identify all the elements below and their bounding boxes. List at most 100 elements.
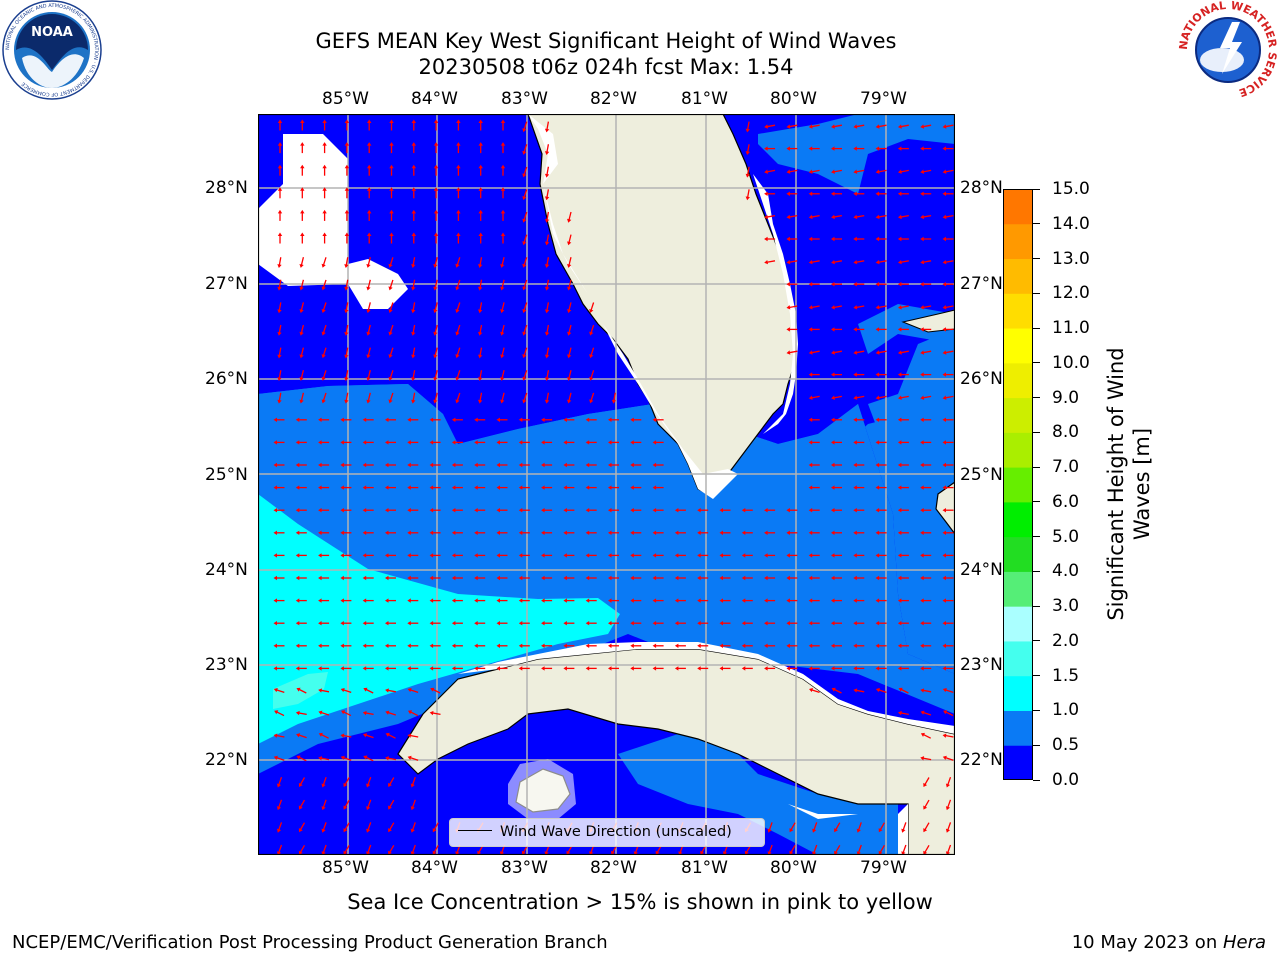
wave-direction-arrow <box>496 553 508 558</box>
wave-direction-arrow <box>920 485 932 490</box>
wave-direction-arrow <box>853 688 865 693</box>
wave-direction-arrow <box>831 372 842 377</box>
wave-direction-arrow <box>344 392 349 404</box>
wave-direction-arrow <box>630 666 642 671</box>
wave-direction-arrow <box>920 440 932 445</box>
wave-direction-arrow <box>298 777 306 788</box>
wave-direction-arrow <box>411 187 416 199</box>
wave-direction-arrow <box>388 799 395 810</box>
wave-direction-arrow <box>808 530 820 535</box>
wave-direction-arrow <box>343 822 350 833</box>
wave-direction-arrow <box>764 508 776 513</box>
wave-direction-arrow <box>945 776 952 788</box>
wave-direction-arrow <box>808 575 820 581</box>
wave-direction-arrow <box>764 666 776 671</box>
lat-tick-right: 22°N <box>960 750 1003 770</box>
no-data-gulf <box>258 134 408 309</box>
wave-direction-arrow <box>518 462 530 468</box>
wave-direction-arrow <box>433 187 439 199</box>
wave-direction-arrow <box>875 440 887 445</box>
wave-direction-arrow <box>522 347 528 359</box>
wave-direction-arrow <box>277 324 282 336</box>
wave-direction-arrow <box>943 710 954 717</box>
lat-tick-right: 25°N <box>960 465 1003 485</box>
wave-direction-arrow <box>652 575 664 581</box>
wave-direction-arrow <box>318 666 330 671</box>
wave-direction-arrow <box>875 282 887 287</box>
colorbar-segment <box>1003 362 1033 399</box>
wave-direction-arrow <box>518 530 530 535</box>
wave-direction-arrow <box>385 530 396 535</box>
wave-direction-arrow <box>563 508 575 513</box>
wave-direction-arrow <box>942 530 954 535</box>
wave-direction-arrow <box>496 530 508 535</box>
wave-direction-arrow <box>478 257 483 269</box>
wave-direction-arrow <box>563 598 575 603</box>
wave-direction-arrow <box>277 142 283 154</box>
wave-direction-arrow <box>344 232 350 244</box>
colorbar-tick-label: 14.0 <box>1052 213 1090 234</box>
wave-direction-arrow <box>295 462 307 468</box>
wave-direction-arrow <box>942 485 954 490</box>
wave-direction-arrow <box>853 327 865 332</box>
wave-direction-arrow <box>407 755 419 761</box>
wave-direction-arrow <box>496 621 508 626</box>
wave-direction-arrow <box>544 257 550 269</box>
wave-direction-arrow <box>410 799 416 811</box>
wave-direction-arrow <box>300 142 305 154</box>
wave-direction-arrow <box>456 187 461 199</box>
wave-direction-arrow <box>719 530 731 535</box>
wave-direction-arrow <box>875 327 887 332</box>
wave-direction-arrow <box>809 687 820 694</box>
wave-direction-arrow <box>831 462 842 468</box>
wave-direction-arrow <box>273 643 285 648</box>
wave-direction-arrow <box>318 508 330 513</box>
wave-direction-arrow <box>875 462 887 468</box>
wave-direction-arrow <box>433 302 438 314</box>
wave-direction-arrow <box>273 598 285 603</box>
wave-direction-arrow <box>786 259 798 265</box>
wave-direction-arrow <box>697 621 709 626</box>
wave-direction-arrow <box>786 598 798 603</box>
wave-direction-arrow <box>518 598 530 603</box>
footer-right: 10 May 2023 on Hera <box>1072 932 1266 953</box>
wave-direction-arrow <box>853 372 865 377</box>
wave-direction-arrow <box>451 440 463 445</box>
wave-direction-arrow <box>455 370 461 381</box>
wave-direction-arrow <box>853 440 865 445</box>
wave-direction-arrow <box>942 755 954 761</box>
no-data-ijuv <box>508 759 576 819</box>
wave-direction-arrow <box>630 462 642 468</box>
wave-direction-arrow <box>478 142 483 154</box>
wave-direction-arrow <box>875 169 887 174</box>
wave-direction-arrow <box>340 553 352 558</box>
wave-direction-arrow <box>298 844 306 855</box>
wave-direction-arrow <box>362 417 374 422</box>
wave-direction-arrow <box>474 666 486 671</box>
chart-title-line2: 20230508 t06z 024h fcst Max: 1.54 <box>418 55 794 79</box>
wave-direction-arrow <box>563 530 575 535</box>
wave-direction-arrow <box>322 119 327 131</box>
wave-direction-arrow <box>541 575 553 581</box>
wave-direction-arrow <box>585 575 597 581</box>
colorbar-segment <box>1003 397 1033 433</box>
wave-direction-arrow <box>276 822 283 833</box>
wave-direction-arrow <box>831 530 842 535</box>
wave-direction-arrow <box>340 575 352 581</box>
wave-direction-arrow <box>923 799 930 810</box>
sea-ice-caption: Sea Ice Concentration > 15% is shown in … <box>347 890 933 914</box>
wave-direction-arrow <box>344 279 349 291</box>
wave-direction-arrow <box>496 440 508 445</box>
wave-direction-arrow <box>923 844 930 855</box>
wave-direction-arrow <box>745 144 750 156</box>
wave-direction-arrow <box>920 553 932 558</box>
wave-direction-arrow <box>786 666 798 671</box>
wave-direction-arrow <box>674 575 686 581</box>
wave-direction-arrow <box>585 440 597 445</box>
wave-direction-arrow <box>322 232 327 244</box>
colorbar-segment <box>1003 293 1033 329</box>
wave-direction-arrow <box>942 462 954 468</box>
wave-direction-arrow <box>496 575 508 581</box>
wave-direction-arrow <box>518 553 530 558</box>
wave-direction-arrow <box>388 392 394 404</box>
